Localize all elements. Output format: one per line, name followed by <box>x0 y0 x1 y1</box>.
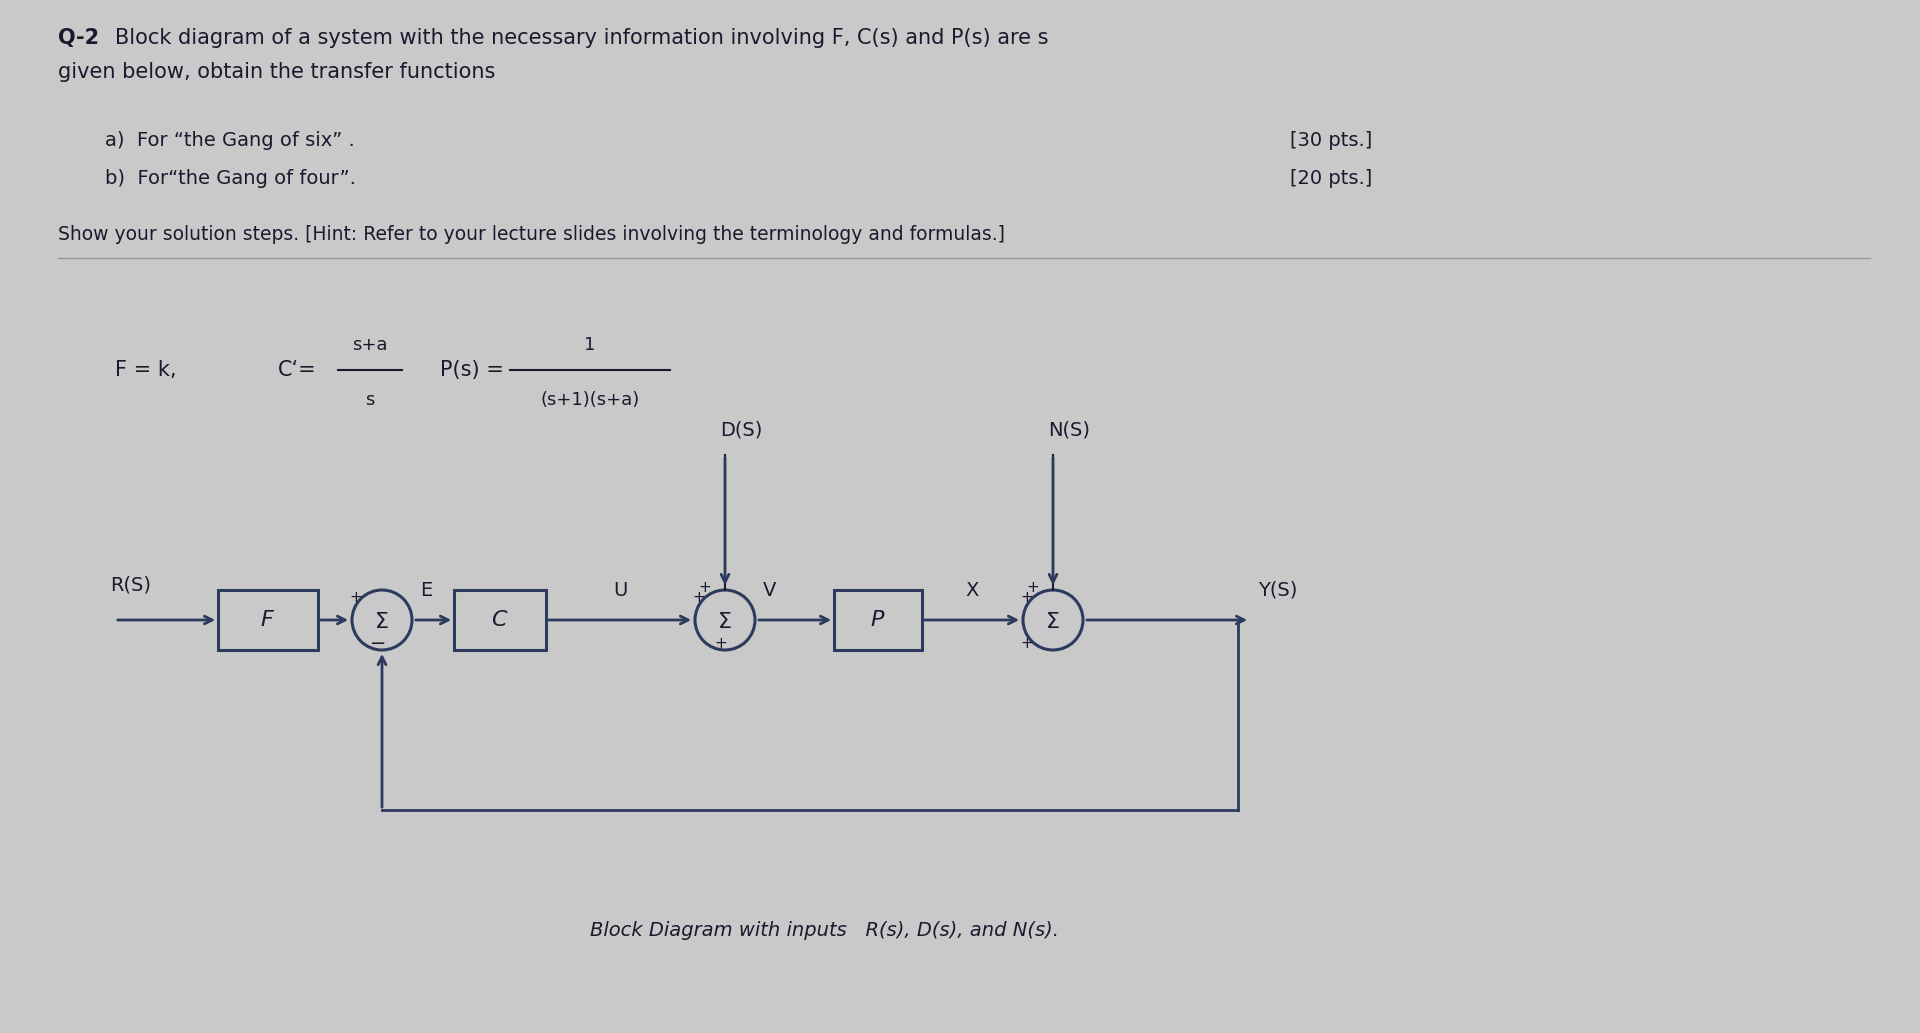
Text: F = k,: F = k, <box>115 359 177 380</box>
Text: s+a: s+a <box>351 336 388 354</box>
Text: V: V <box>762 581 776 599</box>
Text: given below, obtain the transfer functions: given below, obtain the transfer functio… <box>58 62 495 82</box>
Text: +: + <box>349 590 363 604</box>
Text: R(S): R(S) <box>109 575 152 595</box>
Text: (s+1)(s+a): (s+1)(s+a) <box>540 392 639 409</box>
Text: Show your solution steps. [Hint: Refer to your lecture slides involving the term: Show your solution steps. [Hint: Refer t… <box>58 225 1004 245</box>
Text: Σ: Σ <box>718 612 732 632</box>
Text: +: + <box>1027 581 1039 595</box>
Text: +: + <box>714 636 728 652</box>
Text: a)  For “the Gang of six” .: a) For “the Gang of six” . <box>106 130 355 150</box>
Text: s: s <box>365 392 374 409</box>
Text: Block Diagram with inputs   R(s), D(s), and N(s).: Block Diagram with inputs R(s), D(s), an… <box>589 920 1060 939</box>
Text: +: + <box>699 581 712 595</box>
Text: U: U <box>612 581 628 599</box>
Text: Q-2: Q-2 <box>58 28 100 48</box>
Bar <box>833 590 922 650</box>
Text: +: + <box>1021 635 1033 651</box>
Text: b)  For“the Gang of four”.: b) For“the Gang of four”. <box>106 168 355 188</box>
Text: X: X <box>966 581 979 599</box>
Text: $F$: $F$ <box>261 611 276 630</box>
Bar <box>453 590 545 650</box>
Text: E: E <box>420 581 432 599</box>
Bar <box>219 590 319 650</box>
Text: [20 pts.]: [20 pts.] <box>1290 168 1373 188</box>
Text: $C$: $C$ <box>492 611 509 630</box>
Text: Σ: Σ <box>1046 612 1060 632</box>
Text: $P$: $P$ <box>870 611 885 630</box>
Text: +: + <box>1021 590 1033 604</box>
Text: 1: 1 <box>584 336 595 354</box>
Text: Y(S): Y(S) <box>1258 581 1298 599</box>
Text: P(s) =: P(s) = <box>440 359 503 380</box>
Text: −: − <box>371 634 386 654</box>
Text: Block diagram of a system with the necessary information involving F, C(s) and P: Block diagram of a system with the neces… <box>115 28 1048 48</box>
Text: [30 pts.]: [30 pts.] <box>1290 130 1373 150</box>
Text: N(S): N(S) <box>1048 420 1091 439</box>
Text: Σ: Σ <box>374 612 390 632</box>
Text: C‘=: C‘= <box>278 359 317 380</box>
Text: D(S): D(S) <box>720 420 762 439</box>
Text: +: + <box>693 590 705 604</box>
